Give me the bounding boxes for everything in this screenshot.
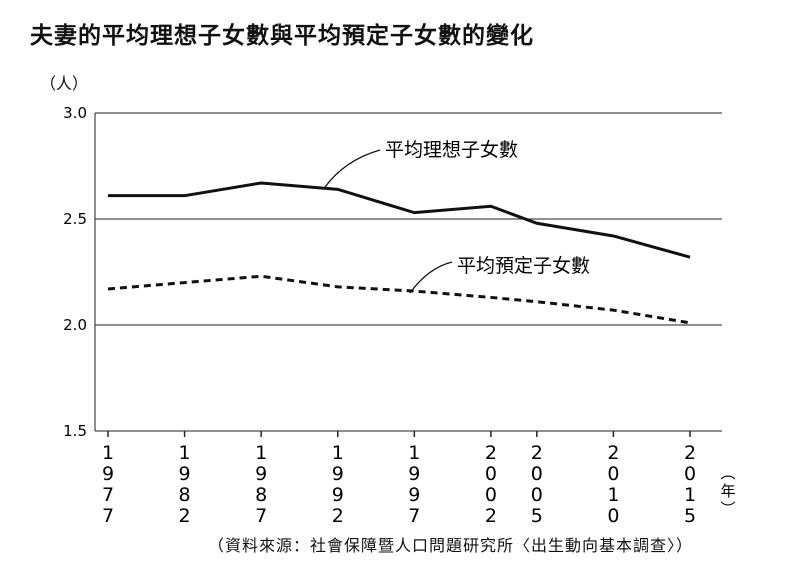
y-tick-label: 2.0 [63,316,87,334]
x-axis-unit: ︵年︶ [720,464,735,518]
y-tick-label: 3.0 [63,104,87,122]
series-label: 平均理想子女數 [385,139,518,161]
series-line-0 [108,181,691,259]
series-line-1 [107,274,691,325]
series-label-leader [409,261,453,294]
series-label-leader [324,149,381,188]
y-tick-label: 2.5 [63,210,87,228]
y-tick-label: 1.5 [63,422,87,440]
y-axis-unit: （人） [40,74,89,93]
chart-title: 夫妻的平均理想子女數與平均預定子女數的變化 [30,23,534,49]
series-label: 平均預定子女數 [457,255,590,277]
source-note: （資料來源：社會保障暨人口問題研究所〈出生動向基本調查〉） [208,536,694,555]
